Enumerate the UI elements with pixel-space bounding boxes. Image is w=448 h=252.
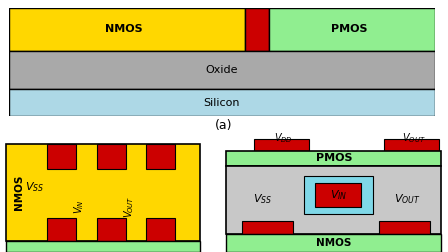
Bar (97, 218, 126, 241)
Bar (97, 144, 126, 169)
Bar (9, 8, 245, 51)
Text: NMOS: NMOS (316, 238, 351, 248)
Bar (379, 221, 430, 234)
Text: Silicon: Silicon (203, 98, 240, 108)
Bar (9, 89, 435, 116)
Text: PMOS: PMOS (315, 153, 352, 164)
Text: $V_{\!OUT}$: $V_{\!OUT}$ (122, 196, 136, 218)
Bar (9, 51, 435, 89)
Text: $V_{OUT}$: $V_{OUT}$ (402, 131, 426, 145)
Bar (226, 234, 441, 252)
Bar (6, 144, 200, 241)
Text: NMOS: NMOS (105, 24, 142, 34)
Bar (146, 144, 175, 169)
Bar (269, 8, 435, 51)
Bar (384, 140, 439, 151)
Bar (226, 166, 441, 234)
Bar (304, 176, 373, 214)
Text: (a): (a) (215, 119, 233, 133)
Bar (254, 140, 309, 151)
Text: $V_{SS}$: $V_{SS}$ (26, 180, 45, 194)
Bar (315, 183, 361, 207)
Text: PMOS: PMOS (331, 24, 368, 34)
Text: Oxide: Oxide (206, 65, 238, 75)
Bar (226, 151, 441, 166)
Bar (245, 8, 269, 51)
Text: $V_{OUT}$: $V_{OUT}$ (393, 192, 420, 206)
Text: $V_{DD}$: $V_{DD}$ (274, 131, 293, 145)
Bar (47, 144, 76, 169)
Bar (242, 221, 293, 234)
Text: $V_{SS}$: $V_{SS}$ (253, 192, 272, 206)
Bar (47, 218, 76, 241)
Text: $V_{IN}$: $V_{IN}$ (330, 188, 347, 202)
Text: NMOS: NMOS (13, 175, 24, 210)
Bar (6, 241, 200, 252)
Bar (146, 218, 175, 241)
Text: $V_{\!IN}$: $V_{\!IN}$ (73, 200, 86, 214)
